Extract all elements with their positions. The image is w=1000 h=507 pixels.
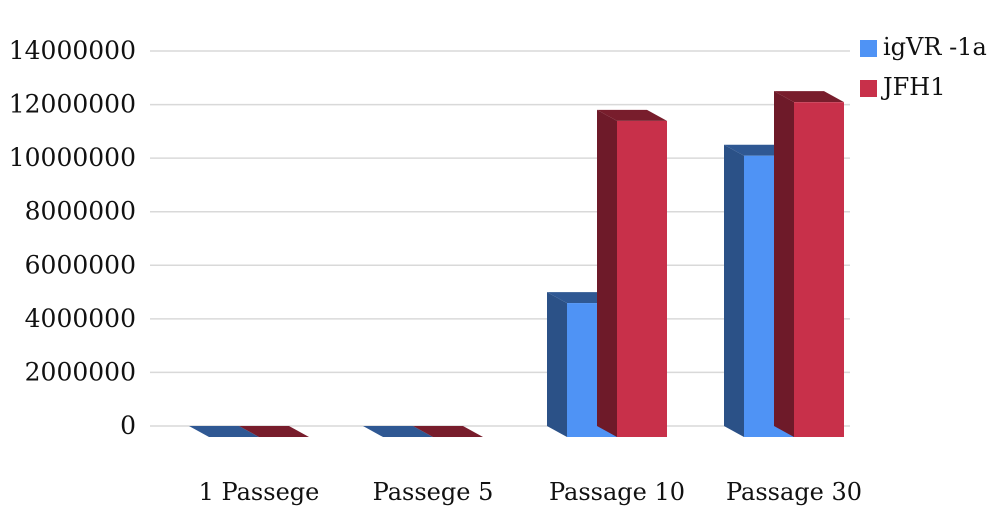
y-tick-label: 4000000 bbox=[25, 304, 136, 333]
x-axis-category-labels: 1 Passege Passege 5 Passage 10 Passage 30 bbox=[199, 478, 862, 506]
bar-jfh1-3 bbox=[774, 91, 844, 437]
bar-side-face bbox=[547, 292, 567, 437]
bar-top-face bbox=[363, 426, 433, 437]
gridlines bbox=[150, 50, 850, 427]
y-tick-label: 8000000 bbox=[25, 197, 136, 226]
y-tick-label: 14000000 bbox=[9, 36, 136, 65]
bar-side-face bbox=[597, 109, 617, 437]
bar-front-face bbox=[794, 102, 844, 437]
y-tick-label: 0 bbox=[120, 411, 136, 440]
bar-top-face bbox=[413, 426, 483, 437]
y-axis-tick-labels: 0 2000000 4000000 6000000 8000000 10000000 120… bbox=[9, 36, 136, 440]
x-category-label: Passage 10 bbox=[549, 478, 685, 506]
x-category-label: Passage 30 bbox=[726, 478, 862, 506]
bar-igvr-1a-0 bbox=[189, 426, 259, 438]
x-category-label: Passege 5 bbox=[373, 478, 494, 506]
legend: igVR -1a JFH1 bbox=[860, 33, 987, 101]
y-tick-label: 10000000 bbox=[9, 143, 136, 172]
bars bbox=[189, 91, 844, 438]
y-tick-label: 6000000 bbox=[25, 250, 136, 279]
legend-label: igVR -1a bbox=[883, 33, 987, 61]
bar-jfh1-2 bbox=[597, 109, 667, 437]
bar-top-face bbox=[597, 109, 667, 121]
legend-label: JFH1 bbox=[880, 73, 945, 101]
bar-front-face bbox=[617, 120, 667, 437]
bar-igvr-1a-1 bbox=[363, 426, 433, 438]
legend-swatch bbox=[860, 40, 877, 57]
bar-jfh1-1 bbox=[413, 426, 483, 438]
legend-swatch bbox=[860, 80, 877, 97]
x-category-label: 1 Passege bbox=[199, 478, 320, 506]
bar-side-face bbox=[774, 91, 794, 437]
bar-top-face bbox=[239, 426, 309, 437]
bar-top-face bbox=[189, 426, 259, 437]
bar-jfh1-0 bbox=[239, 426, 309, 438]
y-tick-label: 12000000 bbox=[9, 90, 136, 119]
bar-side-face bbox=[724, 144, 744, 437]
bar-top-face bbox=[774, 91, 844, 103]
y-tick-label: 2000000 bbox=[25, 357, 136, 386]
